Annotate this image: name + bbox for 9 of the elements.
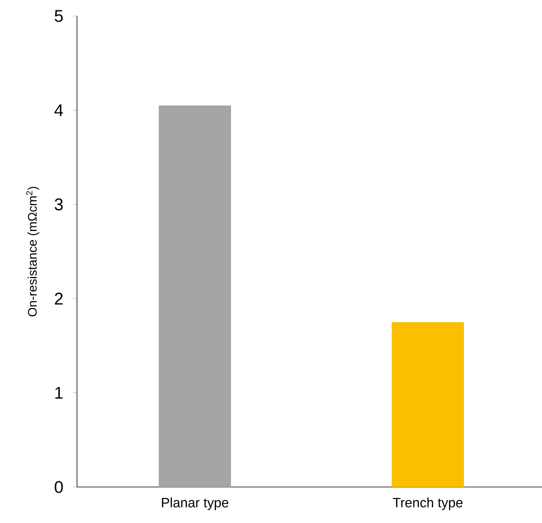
y-axis-title: On-resistance (mΩcm$^{2}$) [26, 186, 40, 316]
y-tick-label: 4 [54, 104, 63, 116]
x-tick-label: Trench type [392, 498, 463, 510]
y-tick-label: 3 [54, 198, 63, 210]
y-tick-label: 0 [54, 481, 63, 493]
y-tick-label: 2 [54, 292, 63, 305]
x-tick-label: Planar type [162, 498, 228, 510]
y-tick-label: 5 [54, 10, 63, 22]
y-tick-label: 1 [55, 386, 63, 399]
